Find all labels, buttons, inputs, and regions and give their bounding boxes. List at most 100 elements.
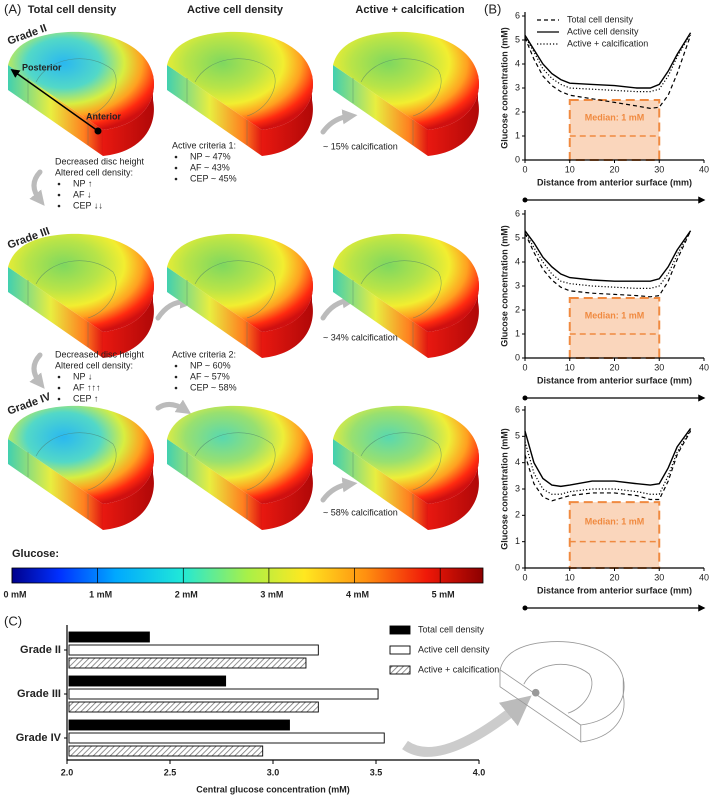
disc-front xyxy=(333,267,428,358)
panel-label: (B) xyxy=(484,1,501,16)
x-tick-label: 3.5 xyxy=(370,767,383,777)
x-tick-label: 20 xyxy=(609,164,619,174)
x-axis-label: Distance from anterior surface (mm) xyxy=(537,375,692,385)
calcification-label: ~ 58% calcification xyxy=(323,507,398,517)
series-line xyxy=(524,230,692,289)
disc xyxy=(8,405,154,530)
note-bullet: NP ~ 47% xyxy=(190,151,231,161)
disc-front xyxy=(8,65,103,156)
y-tick-label: 5 xyxy=(515,431,520,441)
x-tick-label: 30 xyxy=(654,572,664,582)
y-tick-label: 2 xyxy=(515,106,520,116)
y-axis-label: Glucose concentration (mM) xyxy=(499,225,509,347)
inset-disc xyxy=(499,641,625,743)
disc-region xyxy=(186,78,248,145)
disc-side xyxy=(103,75,154,156)
y-tick-label: 6 xyxy=(515,10,520,20)
disc-front xyxy=(333,439,428,530)
disc-region xyxy=(194,260,276,319)
column-title: Active + calcification xyxy=(355,4,464,16)
x-axis-label: Distance from anterior surface (mm) xyxy=(537,585,692,595)
disc-top xyxy=(167,405,313,504)
y-axis-label: Glucose concentration (mM) xyxy=(499,428,509,550)
disc-front xyxy=(167,65,262,156)
note-bullet: NP ↑ xyxy=(73,178,92,188)
disc-region xyxy=(194,58,276,117)
x-tick-label: 30 xyxy=(654,164,664,174)
x-tick-label: 20 xyxy=(609,362,619,372)
disc-side xyxy=(428,277,479,358)
disc xyxy=(8,31,154,156)
disc-side xyxy=(103,277,154,358)
y-tick-label: Grade II xyxy=(20,644,61,656)
disc-side xyxy=(428,449,479,530)
disc-region xyxy=(35,432,117,491)
disc-region xyxy=(360,260,442,319)
bar xyxy=(68,657,307,669)
y-tick-label: Grade IV xyxy=(16,732,62,744)
median-region xyxy=(568,99,661,161)
note-bullet: CEP ~ 45% xyxy=(190,173,237,183)
disc xyxy=(167,233,313,358)
median-region xyxy=(568,297,661,359)
x-tick-label: 30 xyxy=(654,362,664,372)
median-region xyxy=(568,501,661,569)
colorbar-tick-label: 2 mM xyxy=(175,589,198,599)
disc-front xyxy=(167,267,262,358)
note-bullet: NP ↓ xyxy=(73,371,92,381)
disc-side xyxy=(262,277,313,358)
legend-label: Active cell density xyxy=(418,644,490,654)
note-bullet: CEP ~ 58% xyxy=(190,382,237,392)
disc-side xyxy=(262,449,313,530)
note-bullet: CEP ↓↓ xyxy=(73,200,103,210)
criteria-title: Active criteria 1: xyxy=(172,140,236,150)
bar xyxy=(68,719,290,731)
disc xyxy=(333,233,479,358)
y-tick-label: 3 xyxy=(515,82,520,92)
disc-region xyxy=(352,452,414,519)
bullet xyxy=(174,375,178,379)
x-tick-label: 40 xyxy=(699,362,709,372)
bullet xyxy=(174,386,178,390)
disc-region xyxy=(360,58,442,117)
bullet xyxy=(174,166,178,170)
colorbar-tick-label: 5 mM xyxy=(432,589,455,599)
colorbar-tick-label: 1 mM xyxy=(89,589,112,599)
calcification-label: ~ 15% calcification xyxy=(323,141,398,151)
column-title: Total cell density xyxy=(28,4,117,16)
note-line: Decreased disc height xyxy=(55,156,145,166)
y-tick-label: 1 xyxy=(515,536,520,546)
x-tick-label: 0 xyxy=(522,572,527,582)
disc-front xyxy=(167,439,262,530)
annotation: Median: 1 mM xyxy=(585,310,645,320)
disc-front xyxy=(8,267,103,358)
bullet xyxy=(174,177,178,181)
x-tick-label: 20 xyxy=(609,572,619,582)
disc-region xyxy=(186,452,248,519)
disc-top xyxy=(333,233,479,332)
colorbar xyxy=(11,567,484,584)
colorbar-tick-label: 3 mM xyxy=(260,589,283,599)
disc-side xyxy=(262,75,313,156)
x-tick-label: 4.0 xyxy=(473,767,486,777)
disc-region xyxy=(35,58,117,117)
series-line xyxy=(524,35,692,110)
bar xyxy=(68,644,319,656)
legend-label: Total cell density xyxy=(567,14,634,24)
panel-label: (A) xyxy=(4,1,21,16)
colorbar-tick-label: 0 mM xyxy=(3,589,26,599)
legend-label: Active + calcification xyxy=(567,38,648,48)
series-line xyxy=(524,430,692,502)
bar xyxy=(68,688,379,700)
disc-top xyxy=(167,233,313,332)
y-tick-label: Grade III xyxy=(17,688,61,700)
disc-top xyxy=(8,233,154,332)
disc-front xyxy=(333,65,428,156)
x-tick-label: 2.5 xyxy=(164,767,177,777)
annotation: Median: 1 mM xyxy=(585,112,645,122)
disc-region xyxy=(27,280,89,347)
y-tick-label: 4 xyxy=(515,256,520,266)
series-line xyxy=(524,230,692,282)
legend-swatch xyxy=(389,625,411,635)
